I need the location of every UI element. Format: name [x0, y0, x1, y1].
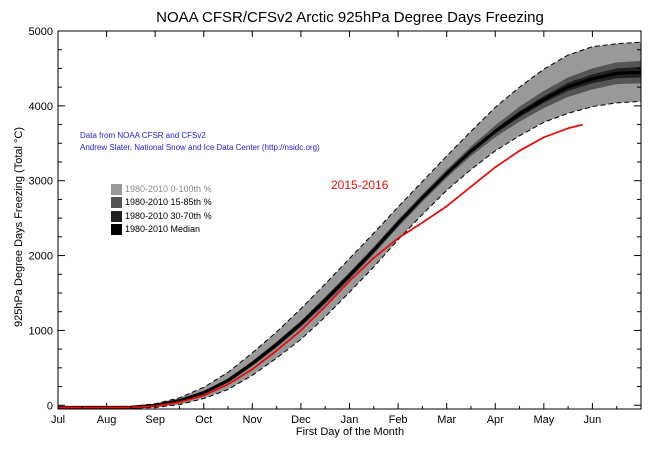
median-line [58, 70, 642, 410]
legend-label: 1980-2010 30-70th % [125, 210, 212, 221]
x-tick-label: Nov [243, 414, 263, 426]
y-tick-label: 5000 [29, 26, 53, 38]
x-axis-label: First Day of the Month [296, 426, 404, 438]
y-tick-label: 1000 [29, 325, 53, 337]
chart-title: NOAA CFSR/CFSv2 Arctic 925hPa Degree Day… [156, 9, 544, 26]
x-tick-label: May [533, 414, 554, 426]
x-tick-label: Jul [51, 414, 65, 426]
legend-label: 1980-2010 15-85th % [125, 197, 212, 208]
y-axis-label: 925hPa Degree Days Freezing (Total °C) [13, 127, 25, 327]
legend-item-0-100: 1980-2010 0-100th % [111, 183, 212, 196]
legend-swatch [111, 224, 122, 236]
y-tick-label: 0 [47, 400, 53, 412]
credit-source: Data from NOAA CFSR and CFSv2 [80, 131, 206, 140]
x-tick-label: Jan [341, 414, 359, 426]
x-tick-label: Oct [195, 414, 212, 426]
legend-item-15-85: 1980-2010 15-85th % [111, 196, 212, 209]
legend-item-30-70: 1980-2010 30-70th % [111, 210, 212, 223]
legend-item-median: 1980-2010 Median [111, 223, 212, 236]
y-tick-label: 4000 [29, 101, 53, 113]
legend-label: 1980-2010 0-100th % [125, 184, 212, 194]
data-credits: Data from NOAA CFSR and CFSv2 Andrew Sla… [80, 130, 320, 154]
x-tick-label: Aug [97, 414, 117, 426]
season-line [58, 123, 583, 409]
legend-swatch [111, 197, 122, 209]
legend-swatch [111, 184, 122, 196]
x-tick-label: Dec [291, 414, 311, 426]
x-tick-label: Feb [389, 414, 408, 426]
x-tick-label: Jun [584, 414, 602, 426]
x-tick-label: Mar [437, 414, 456, 426]
legend-label: 1980-2010 Median [125, 223, 201, 234]
y-tick-label: 3000 [29, 176, 53, 188]
credit-author: Andrew Slater, National Snow and Ice Dat… [80, 143, 320, 152]
x-tick-label: Apr [487, 414, 504, 426]
legend-swatch [111, 210, 122, 222]
season-label: 2015-2016 [331, 178, 389, 192]
chart-legend: 1980-2010 0-100th % 1980-2010 15-85th % … [111, 183, 212, 236]
axis-layer: Jul Aug Sep Oct Nov Dec Jan Feb Mar Apr May Jun 0 100… [29, 26, 641, 426]
y-tick-label: 2000 [29, 251, 53, 263]
x-tick-label: Sep [145, 414, 165, 426]
